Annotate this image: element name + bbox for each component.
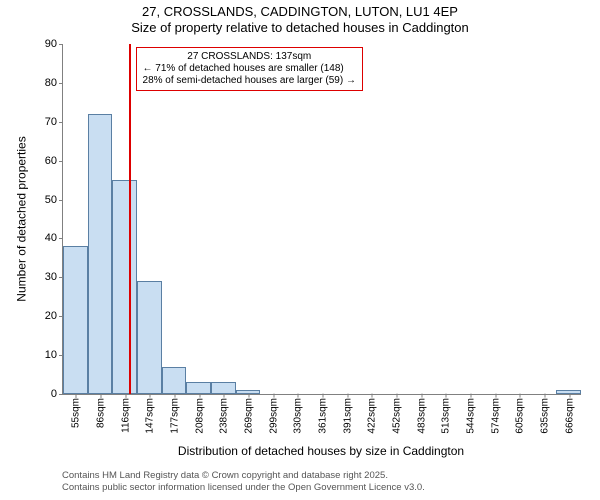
annotation-line-2: 28% of semi-detached houses are larger (…	[143, 75, 356, 87]
histogram-bar	[186, 382, 211, 394]
plot-area: 010203040506070809055sqm86sqm116sqm147sq…	[62, 44, 581, 395]
x-tick: 208sqm	[192, 398, 205, 434]
histogram-bar	[211, 382, 236, 394]
x-tick: 55sqm	[69, 398, 82, 428]
title-line-1: 27, CROSSLANDS, CADDINGTON, LUTON, LU1 4…	[0, 4, 600, 20]
chart-title: 27, CROSSLANDS, CADDINGTON, LUTON, LU1 4…	[0, 4, 600, 36]
x-tick: 116sqm	[118, 398, 131, 433]
y-tick: 80	[45, 77, 63, 89]
x-tick: 269sqm	[242, 398, 255, 434]
x-tick: 299sqm	[266, 398, 279, 434]
x-tick: 147sqm	[143, 398, 156, 434]
x-tick: 544sqm	[464, 398, 477, 434]
x-tick: 483sqm	[414, 398, 427, 434]
histogram-bar	[63, 246, 88, 394]
histogram-bar	[112, 180, 137, 394]
x-tick: 574sqm	[488, 398, 501, 434]
x-tick: 452sqm	[390, 398, 403, 434]
y-tick: 60	[45, 155, 63, 167]
histogram-bar	[162, 367, 187, 394]
footer-line-1: Contains HM Land Registry data © Crown c…	[62, 470, 425, 482]
annotation-box: 27 CROSSLANDS: 137sqm← 71% of detached h…	[136, 47, 363, 91]
x-tick: 605sqm	[513, 398, 526, 434]
footer: Contains HM Land Registry data © Crown c…	[62, 470, 425, 494]
x-tick: 330sqm	[291, 398, 304, 434]
x-tick: 391sqm	[340, 398, 353, 434]
y-tick: 10	[45, 349, 63, 361]
chart-container: 27, CROSSLANDS, CADDINGTON, LUTON, LU1 4…	[0, 0, 600, 500]
y-tick: 20	[45, 310, 63, 322]
y-tick: 70	[45, 116, 63, 128]
x-tick: 635sqm	[538, 398, 551, 434]
x-tick: 666sqm	[562, 398, 575, 434]
y-tick: 0	[51, 388, 63, 400]
annotation-line-1: ← 71% of detached houses are smaller (14…	[143, 63, 356, 75]
y-tick: 50	[45, 194, 63, 206]
histogram-bar	[88, 114, 113, 394]
y-tick: 40	[45, 232, 63, 244]
x-axis-label: Distribution of detached houses by size …	[62, 444, 580, 458]
y-tick: 30	[45, 271, 63, 283]
histogram-bar	[137, 281, 162, 394]
annotation-title: 27 CROSSLANDS: 137sqm	[143, 51, 356, 63]
x-tick: 422sqm	[365, 398, 378, 434]
x-tick: 238sqm	[217, 398, 230, 434]
footer-line-2: Contains public sector information licen…	[62, 482, 425, 494]
title-line-2: Size of property relative to detached ho…	[0, 20, 600, 36]
x-tick: 513sqm	[439, 398, 452, 434]
x-tick: 177sqm	[168, 398, 181, 434]
x-tick: 361sqm	[316, 398, 329, 434]
y-tick: 90	[45, 38, 63, 50]
y-axis-label: Number of detached properties	[14, 44, 30, 394]
reference-line	[129, 44, 131, 394]
x-tick: 86sqm	[94, 398, 107, 428]
